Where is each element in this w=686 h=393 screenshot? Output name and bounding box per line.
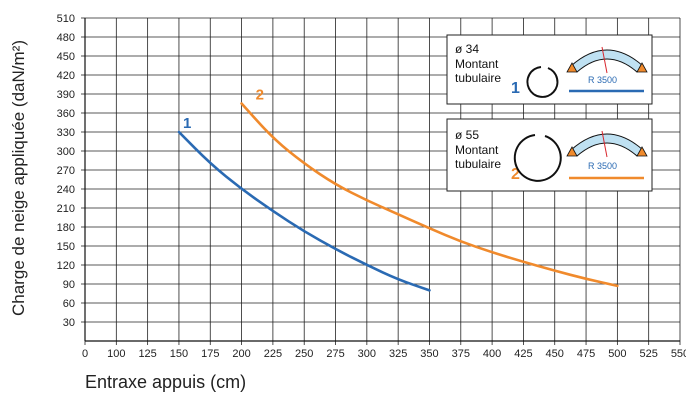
x-tick-label: 425: [514, 348, 532, 360]
y-tick-label: 390: [57, 89, 75, 101]
x-tick-label: 175: [201, 348, 219, 360]
x-tick-label: 125: [138, 348, 156, 360]
legend-item-2: ø 55 Montant tubulaire 2 R 3500: [446, 118, 653, 192]
y-tick-label: 210: [57, 203, 75, 215]
x-tick-label: 450: [546, 348, 564, 360]
legend-1-radius: R 3500: [588, 75, 617, 85]
x-tick-label: 350: [420, 348, 438, 360]
y-tick-label: 270: [57, 165, 75, 177]
tube-section-2-icon: [513, 134, 562, 182]
y-tick-label: 450: [57, 51, 75, 63]
y-tick-label: 420: [57, 70, 75, 82]
x-tick-label: 150: [170, 348, 188, 360]
y-tick-label: 60: [63, 298, 75, 310]
y-tick-label: 120: [57, 260, 75, 272]
y-tick-label: 150: [57, 241, 75, 253]
x-tick-label: 550: [671, 348, 686, 360]
x-tick-label: 200: [232, 348, 250, 360]
legend-2-line2: tubulaire: [455, 157, 501, 171]
tube-section-1-icon: [526, 66, 559, 98]
x-tick-label: 500: [608, 348, 626, 360]
series-2-label: 2: [256, 87, 264, 104]
series-1-label: 1: [183, 115, 191, 132]
y-axis-label: Charge de neige appliquée (daN/m²): [9, 40, 28, 316]
series-1-line: [177, 130, 431, 292]
x-tick-label: 525: [640, 348, 658, 360]
legend-1-number: 1: [511, 80, 520, 97]
x-tick-label: 100: [107, 348, 125, 360]
y-tick-label: 30: [63, 317, 75, 329]
legend-2-line1: Montant: [455, 143, 499, 157]
y-tick-label: 180: [57, 222, 75, 234]
x-tick-label: 0: [82, 348, 88, 360]
legend-1-diameter: ø 34: [455, 42, 479, 56]
legend-1-line1: Montant: [455, 57, 499, 71]
series-2-line: [240, 102, 619, 288]
y-tick-label: 510: [57, 13, 75, 25]
y-tick-label: 330: [57, 127, 75, 139]
x-tick-label: 375: [452, 348, 470, 360]
y-tick-label: 480: [57, 32, 75, 44]
y-tick-label: 90: [63, 279, 75, 291]
series: 12: [177, 87, 619, 292]
legend-2-diameter: ø 55: [455, 128, 479, 142]
axes: 3060901201501802102402703003303603904204…: [57, 13, 686, 360]
x-tick-label: 225: [264, 348, 282, 360]
arch-radius-1-icon: R 3500: [566, 46, 648, 93]
x-tick-label: 250: [295, 348, 313, 360]
legend-item-1: ø 34 Montant tubulaire 1 R 3500: [446, 34, 653, 105]
x-tick-label: 400: [483, 348, 501, 360]
arch-radius-2-icon: R 3500: [566, 130, 648, 180]
x-tick-label: 300: [358, 348, 376, 360]
legend-2-number: 2: [511, 166, 520, 183]
x-tick-label: 475: [577, 348, 595, 360]
y-tick-label: 240: [57, 184, 75, 196]
legend-1-line2: tubulaire: [455, 71, 501, 85]
x-tick-label: 325: [389, 348, 407, 360]
y-tick-label: 300: [57, 146, 75, 158]
y-tick-label: 360: [57, 108, 75, 120]
legend-2-radius: R 3500: [588, 161, 617, 171]
x-tick-label: 275: [326, 348, 344, 360]
x-axis-label: Entraxe appuis (cm): [85, 372, 246, 392]
